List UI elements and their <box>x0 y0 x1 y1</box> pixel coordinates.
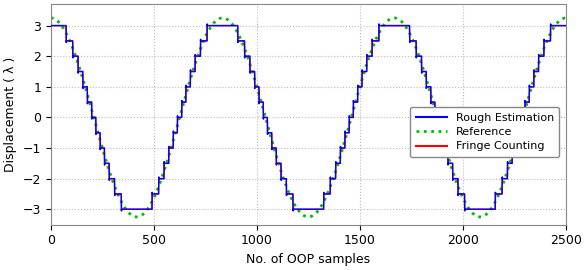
Line: Fringe Counting: Fringe Counting <box>51 24 566 211</box>
X-axis label: No. of OOP samples: No. of OOP samples <box>246 253 370 266</box>
Fringe Counting <box>47 24 54 27</box>
Line: Reference: Reference <box>51 18 566 217</box>
Line: Rough Estimation: Rough Estimation <box>51 24 566 211</box>
Rough Estimation <box>251 85 258 89</box>
Reference <box>198 44 205 47</box>
Rough Estimation <box>452 177 459 180</box>
Rough Estimation <box>138 208 145 211</box>
Rough Estimation <box>204 22 211 26</box>
Fringe Counting <box>251 85 258 89</box>
Reference <box>313 211 320 214</box>
Rough Estimation <box>118 209 125 212</box>
Rough Estimation <box>563 24 570 27</box>
Fringe Counting <box>175 116 182 119</box>
Fringe Counting <box>199 39 206 42</box>
Fringe Counting <box>543 39 550 42</box>
Reference <box>96 136 103 140</box>
Legend: Rough Estimation, Reference, Fringe Counting: Rough Estimation, Reference, Fringe Coun… <box>410 107 559 157</box>
Reference <box>47 16 54 19</box>
Fringe Counting <box>204 22 211 26</box>
Fringe Counting <box>563 24 570 27</box>
Reference <box>67 40 74 43</box>
Fringe Counting <box>118 209 125 212</box>
Y-axis label: Displacement ( λ ): Displacement ( λ ) <box>4 57 17 172</box>
Rough Estimation <box>543 39 550 42</box>
Reference <box>146 204 153 207</box>
Reference <box>148 201 155 204</box>
Rough Estimation <box>199 39 206 42</box>
Rough Estimation <box>175 116 182 119</box>
Reference <box>563 16 570 19</box>
Fringe Counting <box>138 208 145 211</box>
Reference <box>305 215 312 218</box>
Fringe Counting <box>452 177 459 180</box>
Rough Estimation <box>47 24 54 27</box>
